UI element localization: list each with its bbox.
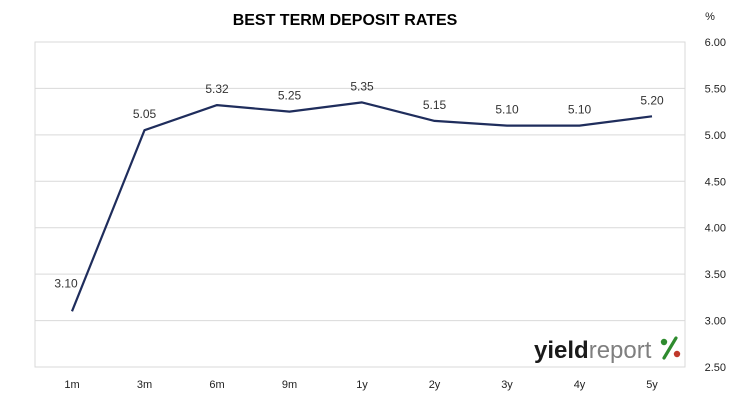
x-tick-label: 9m bbox=[282, 379, 297, 391]
y-tick-label: 5.00 bbox=[705, 130, 726, 142]
x-tick-label: 1m bbox=[64, 379, 79, 391]
y-tick-label: 4.50 bbox=[705, 176, 726, 188]
y-tick-label: 3.00 bbox=[705, 316, 726, 328]
data-labels: 3.10 5.05 5.32 5.25 5.35 5.15 5.10 5.10 5.20 bbox=[54, 79, 664, 290]
data-label: 3.10 bbox=[54, 276, 78, 290]
y-tick-label: 3.50 bbox=[705, 269, 726, 281]
chart-title: BEST TERM DEPOSIT RATES bbox=[233, 12, 458, 29]
data-label: 5.32 bbox=[205, 82, 229, 96]
x-tick-label: 3m bbox=[137, 379, 152, 391]
x-axis-ticks: 1m 3m 6m 9m 1y 2y 3y 4y 5y bbox=[64, 379, 658, 391]
x-tick-label: 3y bbox=[501, 379, 513, 391]
series-line bbox=[70, 101, 653, 312]
x-tick-label: 1y bbox=[356, 379, 368, 391]
yieldreport-logo: yieldreport % bbox=[534, 336, 681, 364]
y-axis-unit: % bbox=[705, 11, 715, 23]
y-tick-label: 2.50 bbox=[705, 362, 726, 374]
data-label: 5.20 bbox=[640, 93, 664, 107]
percent-symbol-icon: % bbox=[660, 336, 681, 360]
x-tick-label: 2y bbox=[429, 379, 441, 391]
y-axis-ticks: 2.50 3.00 3.50 4.00 4.50 5.00 5.50 6.00 bbox=[705, 37, 726, 374]
logo-text-yield: yield bbox=[534, 337, 589, 364]
x-tick-label: 5y bbox=[646, 379, 658, 391]
x-tick-label: 6m bbox=[209, 379, 224, 391]
y-tick-label: 5.50 bbox=[705, 83, 726, 95]
data-label: 5.10 bbox=[495, 103, 519, 117]
data-label: 5.35 bbox=[350, 79, 374, 93]
data-label: 5.05 bbox=[133, 107, 157, 121]
data-label: 5.15 bbox=[423, 98, 447, 112]
plot-area-frame bbox=[34, 41, 686, 368]
logo-text-report: report bbox=[589, 337, 652, 364]
data-label: 5.10 bbox=[568, 103, 592, 117]
data-label: 5.25 bbox=[278, 89, 302, 103]
y-tick-label: 6.00 bbox=[705, 37, 726, 49]
svg-text:yieldreport: yieldreport bbox=[534, 337, 652, 364]
y-tick-label: 4.00 bbox=[705, 223, 726, 235]
x-tick-label: 4y bbox=[574, 379, 586, 391]
